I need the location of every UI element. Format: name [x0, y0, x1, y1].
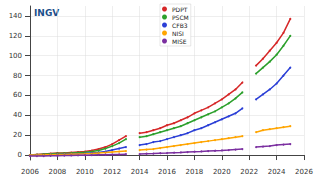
svg-text:2026: 2026 — [295, 168, 313, 176]
svg-text:INGV: INGV — [34, 8, 59, 18]
svg-text:2020: 2020 — [213, 168, 231, 176]
svg-text:2014: 2014 — [131, 168, 149, 176]
svg-text:2016: 2016 — [158, 168, 176, 176]
svg-text:60: 60 — [13, 91, 22, 99]
svg-text:PDPT: PDPT — [172, 6, 188, 13]
svg-text:2018: 2018 — [185, 168, 203, 176]
svg-text:80: 80 — [13, 72, 22, 80]
svg-text:0: 0 — [18, 151, 22, 159]
svg-text:NISI: NISI — [172, 30, 184, 37]
svg-text:2012: 2012 — [103, 168, 121, 176]
svg-text:2022: 2022 — [240, 168, 258, 176]
svg-text:2010: 2010 — [76, 168, 94, 176]
svg-text:100: 100 — [9, 52, 22, 60]
svg-text:140: 140 — [9, 12, 22, 20]
svg-text:2008: 2008 — [48, 168, 66, 176]
svg-text:2006: 2006 — [21, 168, 39, 176]
svg-text:MISE: MISE — [172, 38, 187, 45]
svg-text:40: 40 — [13, 111, 22, 119]
svg-text:PSCM: PSCM — [172, 14, 189, 21]
svg-text:20: 20 — [13, 131, 22, 139]
svg-text:120: 120 — [9, 32, 22, 40]
svg-text:2024: 2024 — [268, 168, 286, 176]
svg-text:CFB3: CFB3 — [172, 22, 188, 29]
